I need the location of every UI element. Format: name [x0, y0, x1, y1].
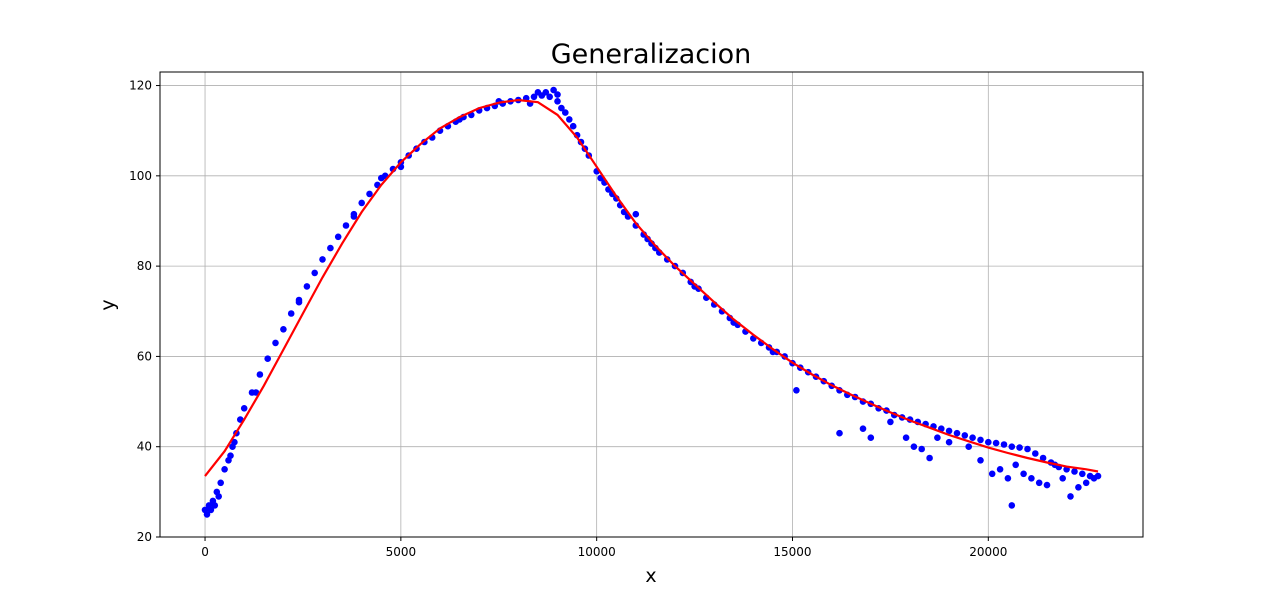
x-tick-label: 5000 [386, 545, 417, 559]
y-tick-label: 20 [137, 530, 152, 544]
data-point [256, 371, 264, 378]
data-point [342, 222, 350, 229]
data-point [319, 256, 326, 263]
data-point [934, 434, 941, 442]
data-point [546, 93, 553, 101]
data-point [1043, 481, 1051, 489]
data-point [207, 506, 215, 514]
data-point [1067, 493, 1074, 500]
y-tick-label: 40 [137, 440, 152, 454]
data-point [918, 445, 925, 453]
data-point [334, 233, 342, 241]
data-point [530, 93, 538, 101]
data-point [562, 109, 569, 116]
data-point [969, 434, 976, 442]
data-point [280, 326, 287, 333]
data-point [859, 425, 867, 433]
data-point [350, 213, 358, 220]
data-point [996, 466, 1004, 473]
data-point [366, 190, 373, 198]
data-point [534, 89, 542, 96]
data-point [926, 454, 933, 462]
data-point [965, 443, 972, 451]
data-point [1012, 461, 1019, 469]
data-point [793, 387, 800, 394]
data-point [378, 174, 385, 182]
plot-frame [159, 71, 1144, 538]
data-point [977, 457, 984, 464]
data-point [327, 244, 334, 252]
data-point [240, 405, 248, 412]
data-point [231, 438, 238, 446]
data-point [217, 479, 224, 487]
x-tick-label: 10000 [578, 545, 616, 559]
data-point [221, 466, 228, 473]
y-tick-label: 120 [129, 79, 152, 93]
data-point [1004, 475, 1012, 482]
data-point [985, 438, 992, 446]
data-point [1024, 445, 1031, 453]
data-point [1082, 479, 1090, 487]
data-point [953, 429, 961, 437]
data-point [945, 427, 953, 435]
data-point [902, 434, 910, 442]
data-point [252, 389, 260, 396]
x-tick-label: 15000 [773, 545, 811, 559]
y-tick-label: 100 [129, 169, 152, 183]
x-tick-label: 0 [201, 545, 209, 559]
data-point [558, 104, 565, 112]
data-point [887, 418, 894, 426]
y-axis-label: y [97, 299, 119, 310]
data-point [1071, 468, 1078, 475]
y-tick-label: 80 [137, 259, 152, 273]
data-point [215, 493, 222, 500]
data-point [1016, 444, 1023, 451]
data-point [910, 443, 918, 451]
plot-area: 0 5000 10000 15000 20000 20 40 60 80 100 120 [129, 71, 1144, 559]
data-point [554, 91, 561, 98]
chart-title: Generalizacion [551, 39, 752, 70]
data-point [264, 355, 272, 363]
data-point [554, 98, 561, 105]
data-point [992, 439, 1000, 447]
data-point [1032, 450, 1039, 457]
data-point [1035, 479, 1043, 487]
data-point [988, 470, 996, 478]
data-point [272, 339, 279, 347]
data-point [1020, 470, 1027, 478]
x-axis-label: x [645, 565, 656, 587]
data-point [1008, 443, 1016, 451]
data-point [1079, 470, 1086, 478]
data-point [1028, 475, 1035, 482]
data-point [1075, 484, 1082, 491]
data-point [358, 199, 366, 207]
data-point [550, 86, 557, 94]
data-point [311, 269, 319, 277]
data-point [836, 429, 843, 437]
data-point [569, 122, 577, 130]
y-tick-label: 60 [137, 349, 152, 363]
data-point [632, 210, 640, 218]
x-tick-label: 20000 [969, 545, 1007, 559]
data-point [945, 438, 953, 446]
data-point [867, 434, 875, 442]
fit-line [204, 98, 1099, 477]
data-point [303, 283, 311, 290]
data-point [566, 116, 573, 123]
data-point [295, 298, 303, 306]
data-point [1008, 502, 1016, 509]
data-point [977, 436, 984, 444]
data-point [203, 511, 211, 518]
data-point [1039, 454, 1047, 462]
data-point [287, 310, 295, 317]
data-point [227, 452, 234, 460]
data-point [1059, 475, 1066, 482]
data-point [211, 502, 219, 509]
data-point [1090, 475, 1098, 482]
data-point [1000, 441, 1008, 448]
data-point [961, 432, 969, 439]
data-point [542, 89, 550, 96]
